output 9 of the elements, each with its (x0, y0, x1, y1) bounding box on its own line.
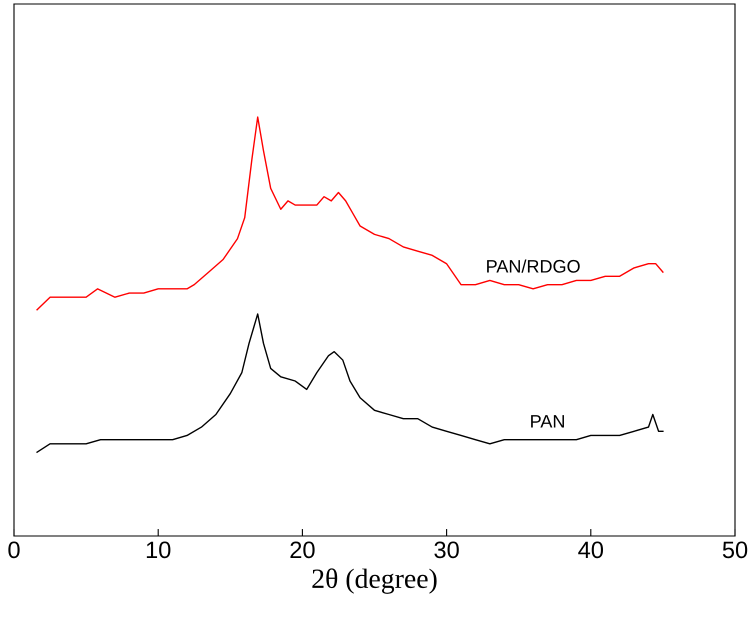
x-tick-label: 10 (146, 541, 170, 558)
x-tick-label: 20 (290, 541, 315, 558)
series-label: PAN (531, 415, 564, 428)
x-tick-label: 0 (8, 541, 20, 558)
x-axis-title: 2θ (degree) (312, 568, 437, 594)
x-tick-label: 40 (578, 541, 604, 558)
x-tick-label: 50 (722, 541, 748, 558)
x-tick-label: 30 (434, 541, 459, 558)
series-label: PAN/RDGO (487, 259, 580, 273)
